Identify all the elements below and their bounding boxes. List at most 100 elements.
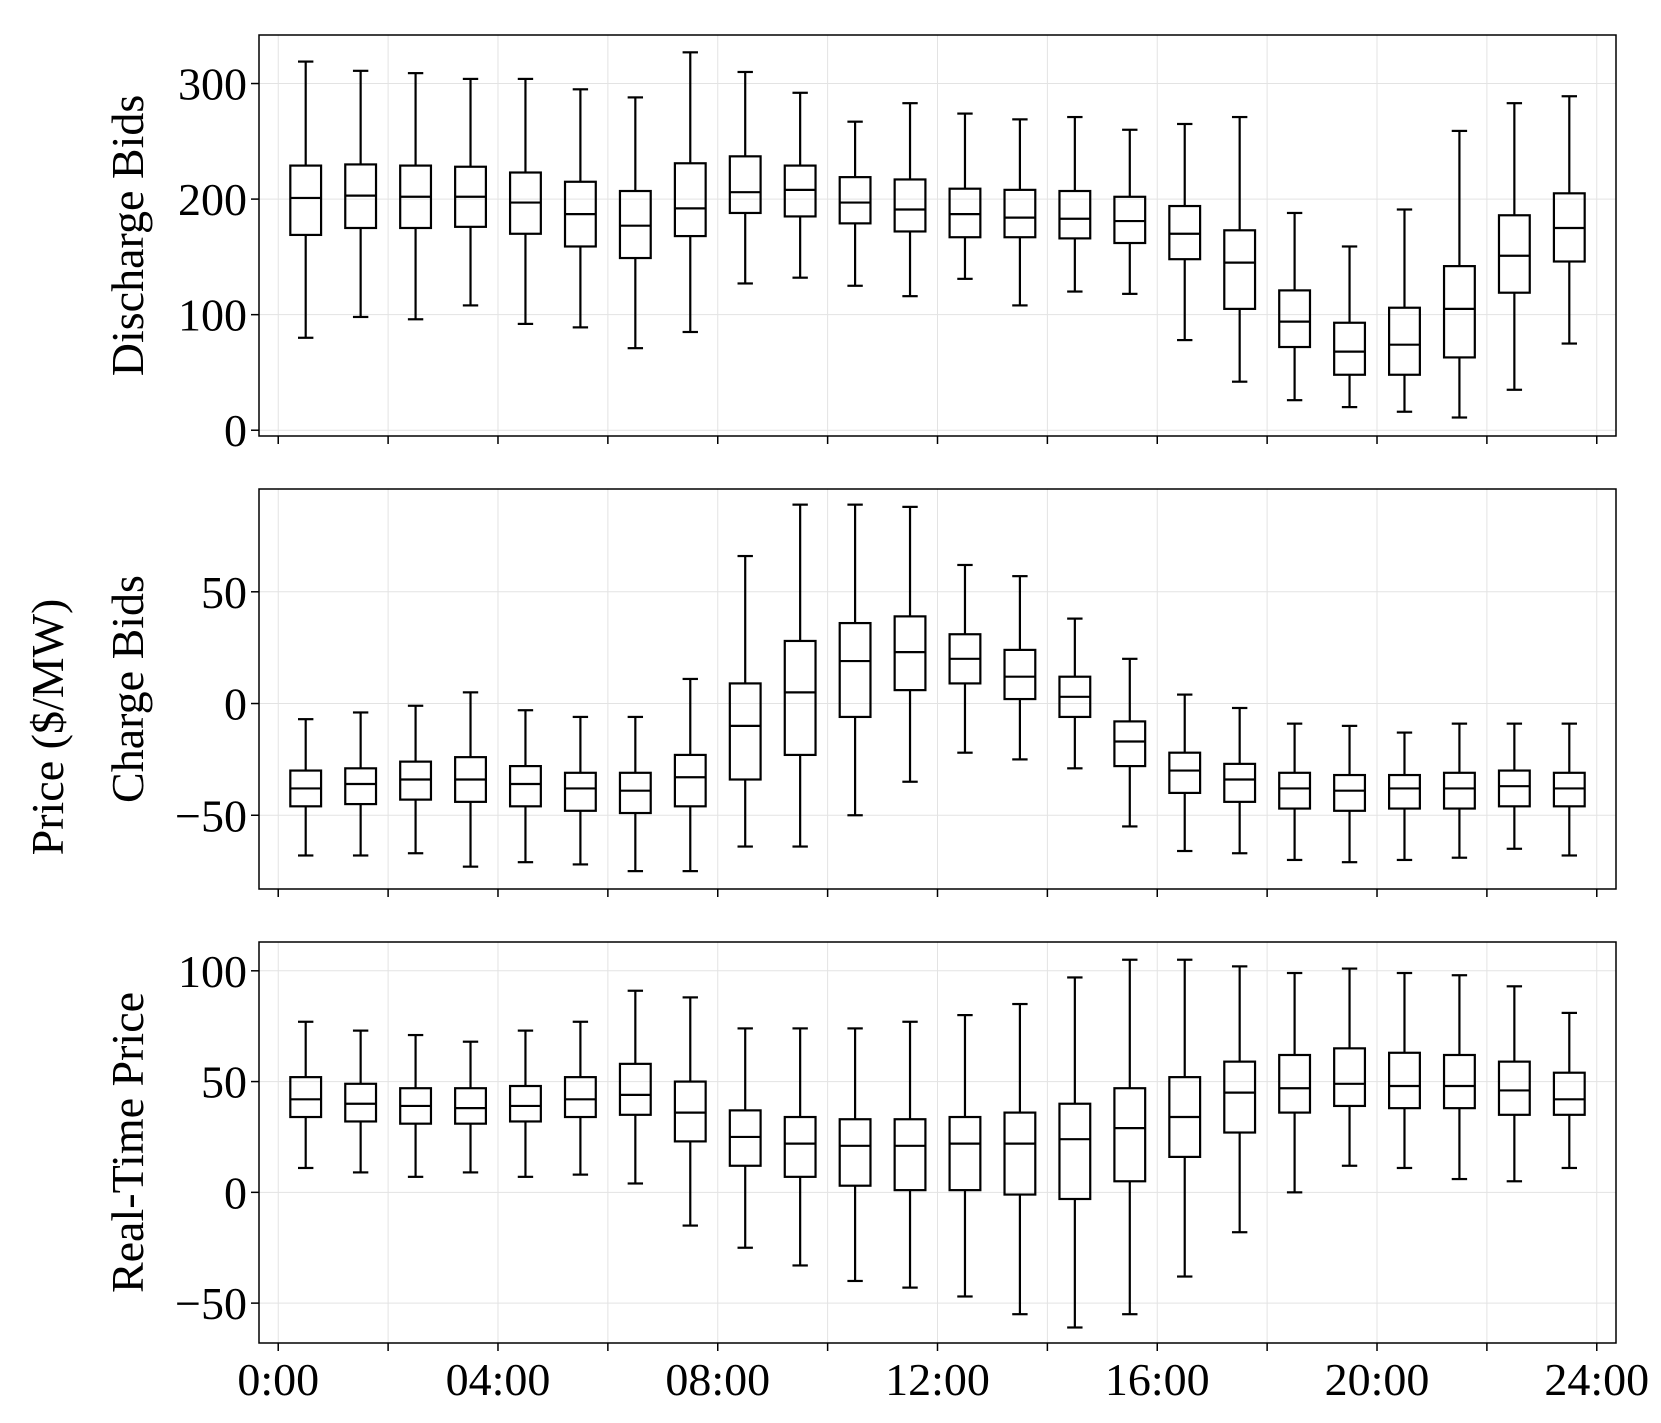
box-8-5 [728,70,762,285]
box-19-5 [1333,724,1367,864]
box-iqr [1388,306,1421,376]
y-tick-label: −50 [175,1278,247,1329]
box-14-5 [1058,617,1092,770]
box-iqr [1003,648,1037,701]
box-1-5 [344,69,378,319]
panel-y-axis-label: Real-Time Price [102,992,153,1293]
box-10-5 [838,1027,872,1283]
box-iqr [1388,773,1421,810]
box-iqr [344,1082,378,1123]
box-4-5 [508,1029,542,1178]
box-iqr [1223,229,1257,310]
box-5-5 [563,715,597,866]
y-tick-label: 100 [178,290,247,341]
y-tick-label: 50 [201,1057,247,1108]
y-tick-label: 100 [178,946,247,997]
box-iqr [1442,265,1476,359]
box-12-5 [948,112,982,280]
box-21-5 [1442,129,1476,419]
box-iqr [1333,321,1367,376]
box-23-5 [1552,1011,1586,1170]
plot-frame [258,941,1617,1344]
x-tick-label: 04:00 [446,1354,551,1405]
panel-2: −50 0 50 Charge Bids [102,488,1617,897]
box-iqr [1442,1053,1476,1110]
x-tick-label: 24:00 [1544,1354,1649,1405]
box-iqr [1113,1087,1147,1183]
box-3-5 [454,77,487,307]
plot-frame [258,34,1617,437]
box-iqr [1113,720,1147,768]
box-iqr [1497,769,1531,808]
x-tick-label: 12:00 [885,1354,990,1405]
box-6-5 [618,989,652,1185]
box-16-5 [1168,958,1202,1278]
box-15-5 [1113,128,1147,295]
box-4-5 [508,709,542,864]
box-3-5 [454,691,487,868]
x-tick-label: 16:00 [1105,1354,1210,1405]
box-23-5 [1552,722,1586,857]
box-0-5 [289,1020,323,1170]
box-22-5 [1497,102,1531,391]
y-tick-label: −50 [175,790,247,841]
box-18-5 [1278,722,1312,862]
box-11-5 [893,102,927,298]
box-iqr [1003,1111,1037,1196]
y-tick-label: 0 [224,1167,247,1218]
box-14-5 [1058,976,1092,1329]
box-iqr [1278,1053,1312,1114]
box-11-5 [893,505,927,783]
y-tick-label: 200 [178,174,247,225]
box-iqr [673,162,707,238]
box-17-5 [1223,965,1257,1234]
box-15-5 [1113,657,1147,828]
box-iqr [1168,204,1202,261]
y-tick-label: 50 [201,567,247,618]
panel-1: 0 100 200 300 Discharge Bids [102,34,1617,456]
box-18-5 [1278,211,1312,402]
box-13-5 [1003,118,1037,307]
box-4-5 [508,77,542,326]
box-iqr [563,1076,597,1119]
box-18-5 [1278,971,1312,1194]
box-iqr [1333,1047,1367,1108]
box-21-5 [1442,722,1476,859]
box-iqr [1223,762,1257,803]
box-5-5 [563,1020,597,1176]
box-iqr [1278,289,1312,349]
box-5-5 [563,88,597,329]
panel-y-axis-label: Discharge Bids [102,95,153,377]
panel-3: −50 0 50 100 Real-Time Price 0:00 04:00 08:00 12… [102,941,1649,1405]
box-7-5 [673,996,707,1227]
chart-panels: 0 100 200 300 Discharge Bids −50 0 50 Charge Bid… [102,34,1649,1405]
box-iqr [948,187,982,239]
box-iqr [399,760,433,801]
box-iqr [728,1109,762,1167]
box-iqr [1552,771,1586,808]
box-11-5 [893,1020,927,1289]
box-iqr [1442,771,1476,810]
box-2-5 [399,1033,433,1178]
box-iqr [289,1076,323,1119]
box-8-5 [728,554,762,848]
y-tick-label: 300 [178,59,247,110]
box-1-5 [344,711,378,857]
box-iqr [1497,1060,1531,1116]
box-iqr [618,189,652,260]
box-iqr [508,1084,542,1123]
box-3-5 [454,1040,487,1174]
box-22-5 [1497,722,1531,850]
box-iqr [728,155,762,215]
x-tick-label: 20:00 [1325,1354,1430,1405]
box-iqr [1497,214,1531,294]
box-19-5 [1333,245,1367,409]
box-iqr [673,1080,707,1143]
box-12-5 [948,563,982,754]
box-iqr [618,771,652,815]
box-6-5 [618,96,652,350]
box-15-5 [1113,958,1147,1316]
box-iqr [1388,1051,1421,1110]
box-iqr [838,1118,872,1187]
box-iqr [1333,773,1367,812]
